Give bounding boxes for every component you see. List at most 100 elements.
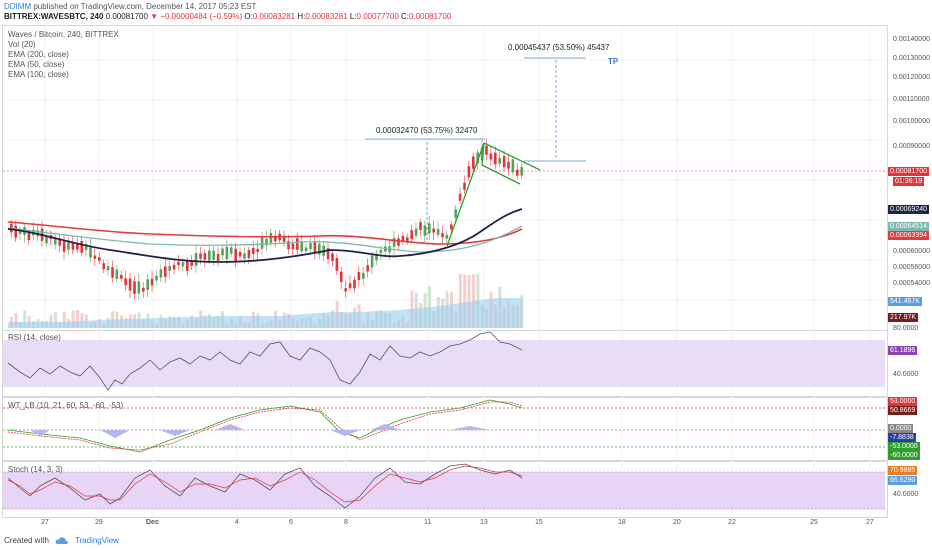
candle [485,145,488,155]
price-tick: 0.00110000 [893,96,930,103]
candle [401,236,405,241]
candle [137,281,141,294]
candle [225,246,229,259]
candle [454,209,457,218]
stoch-label[interactable]: Stoch (14, 3, 3) [8,465,63,474]
candle [366,265,369,272]
candle [238,251,242,257]
wt-tag-1: 53.0000 [888,397,918,406]
measure-label-2: 0.00045437 (53.50%) 45437 [508,43,610,52]
price-tick: 0.00060000 [893,248,930,255]
last-price: 0.00081700 [105,12,148,21]
price-change: −0.00000484 (−0.59%) [160,12,243,21]
volume-bar [62,311,66,328]
date-tick: 13 [480,519,488,526]
candle [511,159,515,173]
candle [194,253,198,266]
date-tick: 29 [95,519,103,526]
low-value: 0.00077700 [356,12,399,21]
date-tick: 18 [618,519,626,526]
symbol-line: BITTREX:WAVESBTC, 240 0.00081700 ▼ −0.00… [4,12,451,21]
price-pane[interactable] [2,25,888,331]
ema100-tag: 0.00063394 [888,231,929,240]
candle [256,248,259,252]
price-tick: 0.00140000 [893,36,930,43]
candle [269,232,273,243]
volume-bars [8,273,524,328]
candle [467,166,471,178]
rsi-label[interactable]: RSI (14, close) [8,333,61,342]
candle [106,266,110,271]
candle [379,249,383,253]
volume-bar [463,274,467,328]
chart-legend: Waves / Bitcoin, 240, BITTREX Vol (20) E… [8,30,119,80]
wt-tag-2: 50.8669 [888,406,918,415]
open-label: O: [244,12,253,21]
wt-label[interactable]: WT_LB (10, 21, 60, 53, -60, -53) [8,401,124,410]
candle [243,253,246,259]
tradingview-link[interactable]: TradingView [74,536,119,545]
candle [71,242,75,250]
rsi-bottom: 40.0000 [893,371,919,378]
tradingview-cloud-icon [55,537,69,544]
candle [507,161,510,169]
candle [115,269,119,280]
volume-bar [54,312,57,328]
legend-vol[interactable]: Vol (20) [8,40,36,49]
date-tick: 15 [535,519,543,526]
countdown-tag: 01:36:19 [893,177,925,186]
candle [111,267,114,278]
volume-bar [111,310,115,328]
candle [419,222,422,230]
candle [260,236,264,249]
date-tick: 27 [866,519,874,526]
legend-ema200[interactable]: EMA (200, close) [8,50,69,59]
wt-tag-4: -7.8838 [888,433,916,442]
legend-ema50[interactable]: EMA (50, close) [8,60,65,69]
candle [84,244,88,250]
candle [212,250,215,260]
created-with-text: Created with [4,536,49,545]
date-tick: 25 [810,519,818,526]
candle [392,237,396,247]
candle [476,152,479,164]
measure-label-1: 0.00032470 (53.75%) 32470 [376,126,478,135]
candle [67,240,70,250]
rsi-top: 80.0000 [893,325,919,332]
candle [326,248,330,260]
stoch-k-line [7,463,523,509]
candle [296,238,299,250]
ema-50-line [7,225,523,253]
date-tick: 8 [344,519,348,526]
candle [93,255,97,259]
volume-ma-area [8,298,522,328]
candle [216,254,220,261]
candle [89,245,92,258]
candle [348,283,352,289]
price-tick: 0.00120000 [893,74,930,81]
candle [414,228,418,236]
candle [128,278,132,291]
username-link[interactable]: DDIMM [4,2,32,11]
measure-tool-1 [365,138,485,246]
candle [62,241,66,252]
date-tick: 22 [728,519,736,526]
candle [370,255,374,268]
candle [304,247,308,252]
date-tick: 20 [673,519,681,526]
published-text: published on TradingView.com, December 1… [33,2,257,11]
date-tick: 6 [289,519,293,526]
candle [120,274,123,279]
candle [54,238,57,245]
candle [472,156,475,169]
candle [265,238,268,246]
candle [498,157,501,164]
wt-tag-3: 0.0000 [888,424,914,433]
candle [375,253,378,261]
legend-ema100[interactable]: EMA (100, close) [8,70,69,79]
candle [124,278,127,286]
low-label: L: [349,12,357,21]
candle [463,182,466,190]
candle [45,236,48,244]
